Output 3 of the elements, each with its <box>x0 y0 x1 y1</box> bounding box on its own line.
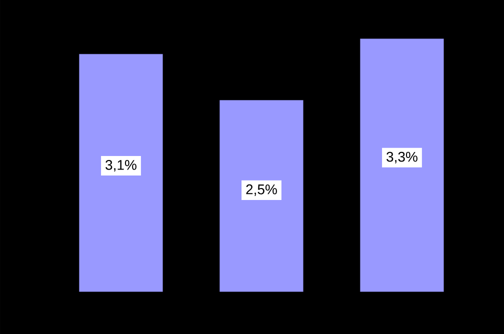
data-label: 2,5% <box>246 184 277 196</box>
data-label: 3,1% <box>106 160 136 172</box>
data-label: 3,3% <box>386 152 418 164</box>
